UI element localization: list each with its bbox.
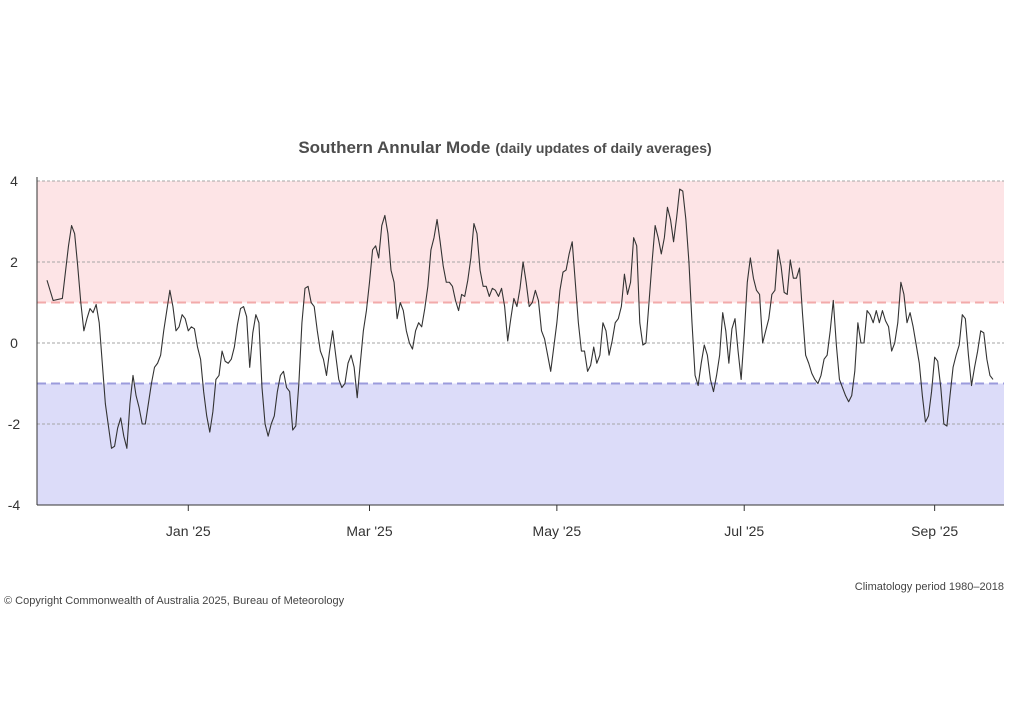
- threshold-bands: [37, 181, 1004, 505]
- x-tick-label: May '25: [533, 523, 582, 539]
- chart-subtitle: (daily updates of daily averages): [495, 140, 711, 156]
- series-line-0: [46, 188, 994, 449]
- y-tick-label: 2: [10, 254, 18, 270]
- threshold-lines: [37, 301, 1004, 385]
- x-tick-label: Jul '25: [724, 523, 764, 539]
- axes: [36, 177, 1004, 506]
- y-tick-label: -4: [8, 497, 21, 513]
- y-axis-ticks: 4 2 0 -2 -4: [8, 173, 21, 513]
- x-tick-label: Sep '25: [911, 523, 958, 539]
- x-tick-label: Mar '25: [346, 523, 392, 539]
- climatology-note: Climatology period 1980–2018: [854, 581, 1004, 593]
- copyright-note: © Copyright Commonwealth of Australia 20…: [4, 595, 345, 607]
- y-tick-label: 0: [10, 335, 18, 351]
- x-tick-label: Jan '25: [166, 523, 211, 539]
- negative-band: [37, 383, 1004, 505]
- series-group: [46, 188, 994, 449]
- y-tick-label: 4: [10, 173, 18, 189]
- y-tick-label: -2: [8, 416, 21, 432]
- chart-title-main: Southern Annular Mode: [298, 138, 490, 157]
- gridlines: [37, 180, 1004, 425]
- chart-title: Southern Annular Mode (daily updates of d…: [298, 138, 711, 157]
